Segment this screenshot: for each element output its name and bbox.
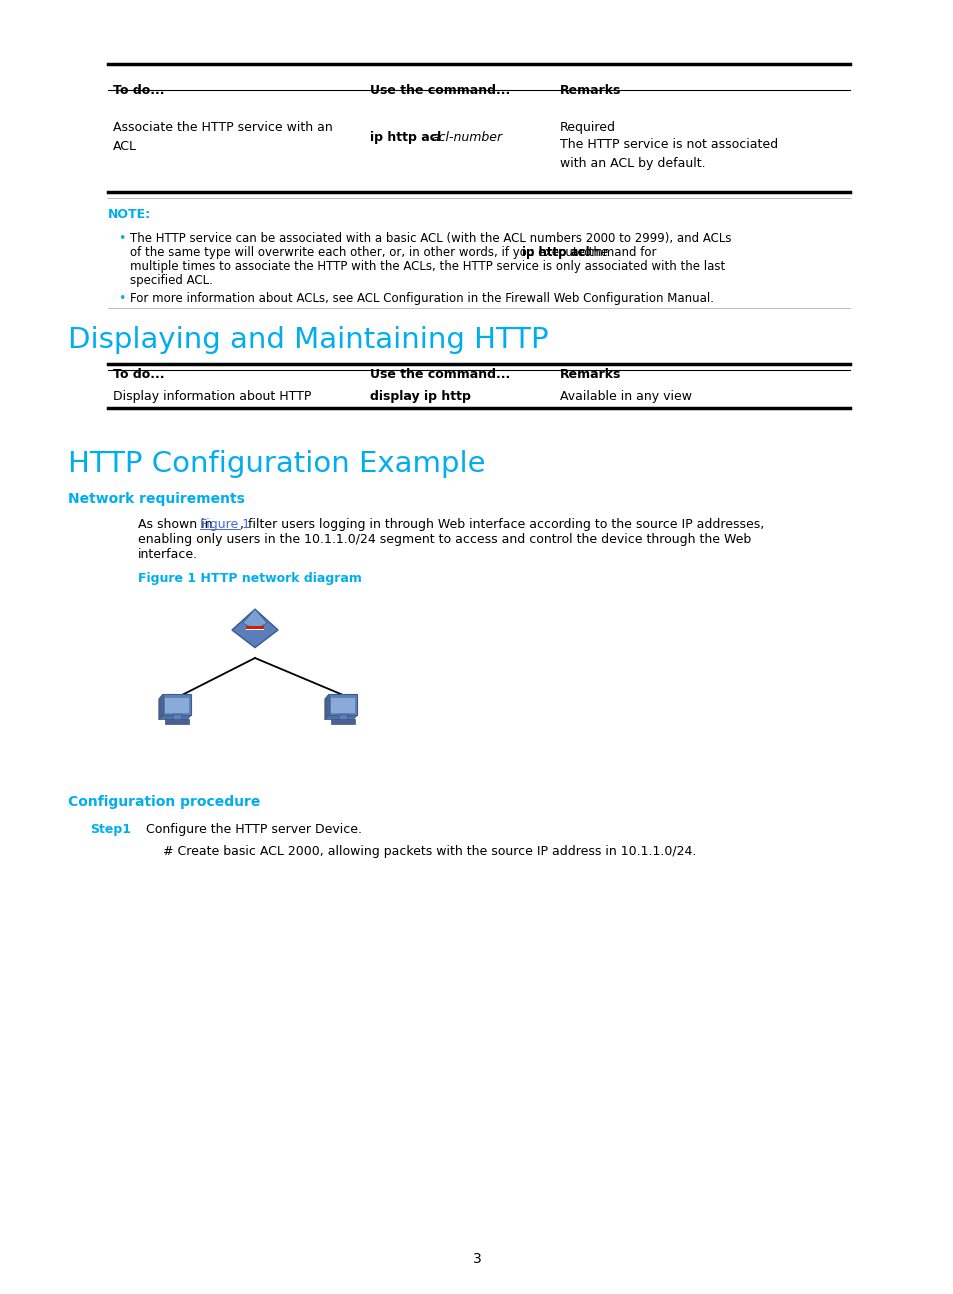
Text: , filter users logging in through Web interface according to the source IP addre: , filter users logging in through Web in… — [240, 518, 763, 531]
Text: •: • — [118, 232, 125, 245]
Text: command for: command for — [573, 246, 656, 259]
Text: Configure the HTTP server Device.: Configure the HTTP server Device. — [146, 823, 361, 836]
Text: Network requirements: Network requirements — [68, 492, 245, 506]
Polygon shape — [243, 609, 267, 629]
Polygon shape — [158, 716, 192, 719]
Text: enabling only users in the 10.1.1.0/24 segment to access and control the device : enabling only users in the 10.1.1.0/24 s… — [138, 533, 750, 546]
Text: Required: Required — [559, 122, 616, 135]
Text: Remarks: Remarks — [559, 84, 620, 97]
Text: Associate the HTTP service with an
ACL: Associate the HTTP service with an ACL — [112, 122, 333, 153]
Text: multiple times to associate the HTTP with the ACLs, the HTTP service is only ass: multiple times to associate the HTTP wit… — [130, 260, 724, 273]
Text: For more information about ACLs, see ACL Configuration in the Firewall Web Confi: For more information about ACLs, see ACL… — [130, 292, 713, 305]
Bar — [329, 694, 357, 716]
Polygon shape — [324, 694, 329, 719]
Text: As shown in: As shown in — [138, 518, 216, 531]
Text: Remarks: Remarks — [559, 367, 620, 380]
Bar — [165, 699, 189, 713]
Text: Displaying and Maintaining HTTP: Displaying and Maintaining HTTP — [68, 326, 548, 355]
Polygon shape — [246, 625, 264, 629]
Text: interface.: interface. — [138, 547, 198, 562]
Text: acl-number: acl-number — [432, 131, 502, 144]
Text: Display information about HTTP: Display information about HTTP — [112, 389, 311, 402]
Bar — [163, 694, 192, 716]
Text: Configuration procedure: Configuration procedure — [68, 795, 260, 809]
Text: To do...: To do... — [112, 84, 164, 97]
Text: Use the command...: Use the command... — [370, 84, 510, 97]
Text: # Create basic ACL 2000, allowing packets with the source IP address in 10.1.1.0: # Create basic ACL 2000, allowing packet… — [163, 845, 696, 858]
Polygon shape — [158, 694, 163, 719]
Text: NOTE:: NOTE: — [108, 208, 151, 221]
Bar — [331, 699, 355, 713]
Polygon shape — [324, 716, 357, 719]
Text: Figure 1 HTTP network diagram: Figure 1 HTTP network diagram — [138, 572, 361, 585]
Text: 3: 3 — [472, 1253, 481, 1266]
Text: •: • — [118, 292, 125, 305]
Text: HTTP Configuration Example: HTTP Configuration Example — [68, 450, 485, 477]
Text: To do...: To do... — [112, 367, 164, 380]
Text: Step1: Step1 — [90, 823, 131, 836]
Bar — [338, 714, 347, 719]
Text: Use the command...: Use the command... — [370, 367, 510, 380]
Text: display ip http: display ip http — [370, 389, 471, 402]
Bar — [331, 719, 355, 725]
Bar — [165, 719, 189, 725]
Text: Available in any view: Available in any view — [559, 389, 691, 402]
Text: ip http acl: ip http acl — [521, 246, 589, 259]
Text: specified ACL.: specified ACL. — [130, 274, 213, 287]
Text: The HTTP service is not associated
with an ACL by default.: The HTTP service is not associated with … — [559, 138, 778, 170]
Bar — [172, 714, 181, 719]
Text: The HTTP service can be associated with a basic ACL (with the ACL numbers 2000 t: The HTTP service can be associated with … — [130, 232, 731, 245]
Text: of the same type will overwrite each other, or, in other words, if you execute t: of the same type will overwrite each oth… — [130, 246, 611, 259]
Text: ip http acl: ip http acl — [370, 131, 445, 144]
Text: Figure 1: Figure 1 — [200, 518, 250, 531]
Polygon shape — [232, 609, 277, 647]
